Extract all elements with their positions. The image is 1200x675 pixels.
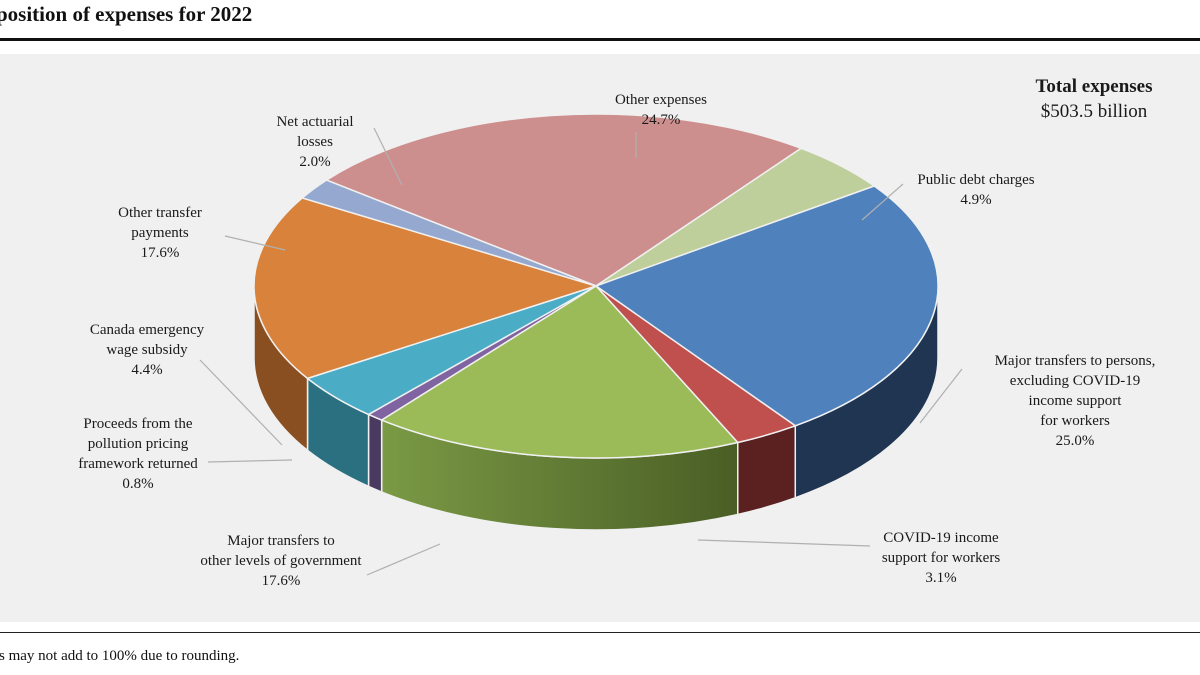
label-line: 0.8% [122, 476, 153, 492]
slice-labels: Other expenses 24.7% Public debt charges 4.… [78, 92, 1155, 589]
label-line: Proceeds from the [83, 416, 192, 432]
label-other-transfer-payments: Other transfer payments 17.6% [118, 205, 202, 261]
label-line: COVID-19 income [883, 530, 999, 546]
label-line: Net actuarial [276, 114, 353, 130]
footer-rule [0, 632, 1200, 633]
label-line: 17.6% [262, 573, 301, 589]
label-line: Major transfers to [227, 533, 334, 549]
label-other-expenses: Other expenses 24.7% [615, 92, 707, 128]
leader-line-canada-emergency-wage-subsidy [199, 359, 283, 446]
label-line: 2.0% [299, 154, 330, 170]
label-line: 17.6% [141, 245, 180, 261]
label-major-transfers-to-persons-excluding-covid-19-income-support-for-workers: Major transfers to persons, excluding COV… [995, 353, 1156, 449]
label-canada-emergency-wage-subsidy: Canada emergency wage subsidy 4.4% [90, 322, 205, 378]
label-line: 24.7% [642, 112, 681, 128]
label-line: 4.9% [960, 192, 991, 208]
leader-lines [199, 127, 963, 576]
label-public-debt-charges: Public debt charges 4.9% [917, 172, 1034, 208]
total-expenses-label: Total expenses [1035, 76, 1152, 97]
label-line: 25.0% [1056, 433, 1095, 449]
chart-title: position of expenses for 2022 [0, 2, 253, 26]
label-line: payments [131, 225, 189, 241]
title-rule [0, 38, 1200, 41]
label-line: for workers [1040, 413, 1110, 429]
leader-line-major-transfers-to-persons-excluding-covid-19-income-support-for-workers [919, 368, 963, 424]
slice-net-actuarial-losses [300, 179, 597, 287]
total-expenses-value: $503.5 billion [1041, 101, 1148, 122]
slice-major-transfers-to-persons-excluding-covid-19-income-support-for-workers [594, 185, 939, 427]
pie-slices [253, 113, 939, 459]
leader-line-proceeds-from-the-pollution-pricing-framework-returned [207, 459, 293, 463]
label-line: income support [1029, 393, 1123, 409]
label-line: 3.1% [925, 570, 956, 586]
leader-line-major-transfers-to-other-levels-of-government [366, 543, 441, 576]
slice-side-proceeds-from-the-pollution-pricing-framework-returned [367, 413, 383, 494]
label-line: 4.4% [131, 362, 162, 378]
label-line: Major transfers to persons, [995, 353, 1156, 369]
label-line: excluding COVID-19 [1010, 373, 1140, 389]
label-major-transfers-to-other-levels-of-government: Major transfers to other levels of govern… [200, 533, 362, 589]
label-line: other levels of government [200, 553, 362, 569]
slice-major-transfers-to-other-levels-of-government [380, 285, 740, 459]
label-line: Other expenses [615, 92, 707, 108]
label-line: wage subsidy [106, 342, 188, 358]
label-net-actuarial-losses: Net actuarial losses 2.0% [276, 114, 353, 170]
label-line: support for workers [882, 550, 1000, 566]
pie-chart: Other expenses 24.7% Public debt charges 4.… [78, 76, 1155, 589]
label-line: Canada emergency [90, 322, 205, 338]
label-line: Public debt charges [917, 172, 1034, 188]
leader-line-public-debt-charges [861, 183, 904, 221]
footnote: rs may not add to 100% due to rounding. [0, 648, 240, 664]
leader-line-net-actuarial-losses [373, 127, 403, 186]
label-line: framework returned [78, 456, 198, 472]
label-proceeds-from-the-pollution-pricing-framework-returned: Proceeds from the pollution pricing framew… [78, 416, 198, 492]
leader-line-covid-19-income-support-for-workers [697, 539, 871, 547]
slice-other-expenses [324, 113, 803, 287]
leader-line-other-transfer-payments [224, 235, 286, 251]
label-covid-19-income-support-for-workers: COVID-19 income support for workers 3.1% [882, 530, 1000, 586]
slice-other-transfer-payments [253, 197, 599, 380]
label-line: losses [297, 134, 333, 150]
label-line: pollution pricing [88, 436, 189, 452]
label-line: Other transfer [118, 205, 202, 221]
